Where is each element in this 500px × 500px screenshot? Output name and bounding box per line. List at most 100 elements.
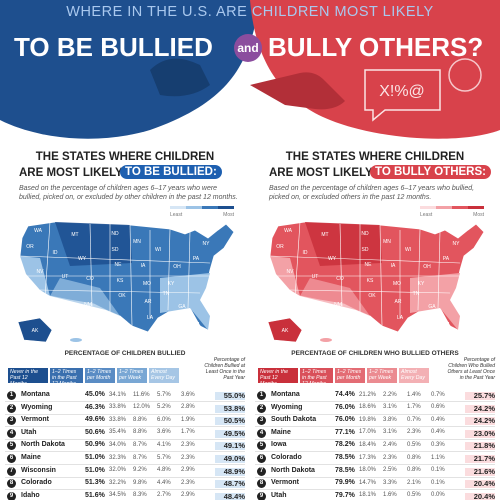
cell: 3.6%	[181, 391, 195, 398]
state-name: Utah	[271, 491, 287, 499]
legend-swatch	[202, 206, 218, 209]
cell: 2.9%	[181, 467, 195, 474]
state-label: HI	[76, 332, 81, 338]
rank: 9	[257, 491, 266, 500]
rank: 4	[257, 428, 266, 438]
legend: Least Most	[170, 206, 235, 218]
cell: 0.7%	[431, 391, 445, 398]
rank: 3	[7, 416, 16, 426]
rank: 2	[257, 403, 266, 413]
cell: 33.8%	[109, 416, 127, 423]
state-label: NE	[365, 262, 373, 268]
cell: 34.0%	[109, 441, 127, 448]
state-label: NY	[203, 241, 211, 247]
state-border	[39, 289, 201, 294]
hawaii	[320, 338, 332, 342]
state-border	[437, 231, 441, 309]
state-label: MO	[143, 281, 151, 287]
cell: 8.8%	[133, 429, 147, 436]
cell: 21.2%	[359, 391, 377, 398]
state-label: OH	[173, 264, 181, 270]
row-separator	[5, 476, 245, 478]
cell-never: 78.5%	[335, 466, 355, 474]
cell: 2.4%	[383, 441, 397, 448]
table-heading: PERCENTAGE OF CHILDREN BULLIED	[64, 350, 186, 357]
cell: 32.2%	[109, 479, 127, 486]
state-label: CA	[29, 289, 37, 295]
cell: 0.6%	[431, 404, 445, 411]
region	[50, 278, 120, 316]
cell: 3.1%	[383, 404, 397, 411]
cell: 1.9%	[181, 416, 195, 423]
state-label: FL	[195, 322, 201, 328]
state-label: NE	[115, 262, 123, 268]
state-name: Wyoming	[21, 403, 53, 411]
cell-total: 49.0%	[223, 454, 245, 463]
header-and: and	[234, 34, 262, 62]
column-header: Percentage of Children Who Bullied Other…	[447, 357, 495, 381]
cell: 1.7%	[181, 429, 195, 436]
row-separator	[5, 401, 245, 402]
state-label: NV	[287, 269, 295, 275]
state-label: MT	[321, 232, 328, 238]
rank: 8	[257, 479, 266, 489]
cell: 5.2%	[157, 404, 171, 411]
column-header: 1–2 Times per Month	[85, 368, 115, 383]
cell: 19.8%	[359, 416, 377, 423]
state-label: NM	[334, 302, 342, 308]
speech-bubble	[364, 69, 441, 122]
state-label: KS	[117, 278, 124, 284]
total-bar	[215, 429, 245, 438]
header-line1: WHERE IN THE U.S. ARE CHILDREN MOST LIKE…	[66, 4, 434, 20]
panel-title-highlight: TO BULLY OTHERS:	[370, 165, 491, 179]
row-separator	[255, 401, 495, 402]
cell-total: 49.1%	[223, 441, 245, 451]
state-name: North Dakota	[21, 441, 65, 449]
state-label: MN	[383, 239, 391, 245]
cell: 2.3%	[181, 454, 195, 461]
state-border	[187, 231, 191, 309]
region	[300, 278, 370, 316]
alaska	[267, 317, 303, 343]
cell-never: 51.6%	[85, 491, 105, 499]
cell-never: 76.0%	[335, 416, 355, 424]
total-bar	[215, 392, 245, 400]
state-label: MO	[393, 281, 401, 287]
state-label: KS	[367, 278, 374, 284]
cell: 1.1%	[431, 454, 445, 461]
state-label: ID	[53, 250, 58, 256]
total-bar	[465, 480, 495, 489]
cell: 2.3%	[383, 454, 397, 461]
map: WA OR MT ND MN ID SD WI WY NV NE IA UT CO KS MO CA AZ NM OK…	[267, 221, 485, 343]
cell: 18.1%	[359, 492, 377, 499]
row-separator	[5, 451, 245, 453]
state-label: UT	[312, 274, 319, 280]
state-label: OR	[26, 244, 34, 250]
cell-never: 78.5%	[335, 454, 355, 461]
total-bar	[465, 392, 495, 400]
state-name: Iowa	[271, 441, 287, 449]
legend-swatch	[186, 206, 202, 209]
state-name: Wyoming	[271, 403, 303, 411]
row-separator	[255, 476, 495, 478]
row-separator	[255, 451, 495, 453]
cell: 4.8%	[157, 467, 171, 474]
cell: 0.8%	[407, 454, 421, 461]
angry-face	[448, 58, 482, 92]
cell: 6.0%	[157, 416, 171, 423]
column-header: 1–2 Times per Month	[335, 368, 365, 383]
cell: 2.2%	[383, 391, 397, 398]
column-header: Never in the Past 12 Months	[8, 368, 48, 387]
cell: 0.4%	[431, 429, 445, 436]
panel-title: THE STATES WHERE CHILDREN	[285, 151, 465, 163]
cell-total: 21.8%	[473, 441, 495, 451]
state-label: LA	[397, 315, 404, 321]
state-border	[289, 289, 451, 294]
cell: 1.4%	[407, 391, 421, 398]
legend: Least Most	[420, 206, 485, 218]
legend-label: Most	[223, 212, 234, 218]
state-name: Wisconsin	[21, 466, 56, 474]
cell-total: 24.2%	[473, 403, 495, 413]
bubble-text: X!%@	[379, 83, 425, 100]
state-label: UT	[62, 274, 69, 280]
